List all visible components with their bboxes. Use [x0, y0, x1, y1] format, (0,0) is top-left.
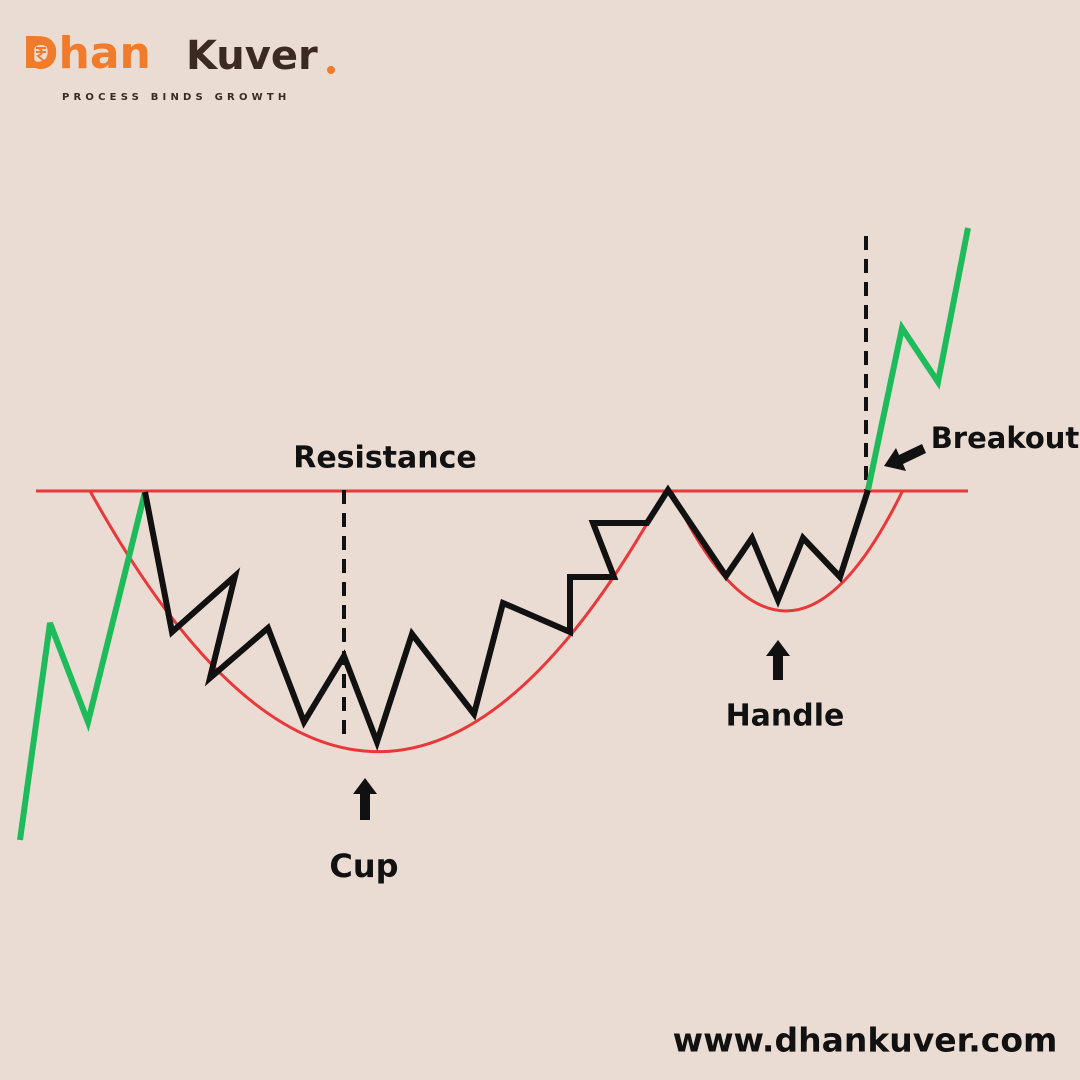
breakout-price-line [865, 227, 971, 491]
pattern-price-line [142, 484, 871, 751]
handle-label: Handle [726, 699, 845, 734]
website-url: www.dhankuver.com [673, 1021, 1058, 1060]
arrows [353, 444, 926, 820]
cup-label: Cup [329, 847, 398, 885]
handle-arrow [766, 640, 790, 680]
breakout-label: Breakout [931, 421, 1080, 455]
tagline: PROCESS BINDS GROWTH [62, 92, 290, 103]
uptrend-line [17, 491, 148, 841]
brand-first: Dhan [22, 28, 151, 79]
cup-arrow [353, 778, 377, 820]
handle-curve [670, 491, 904, 613]
breakout-arrow [884, 444, 926, 471]
resistance-label: Resistance [293, 441, 477, 476]
logo: Dhan Kuver PROCESS BINDS GROWTH [22, 28, 335, 103]
rupee-icon [36, 47, 46, 63]
brand-second: Kuver [186, 33, 318, 79]
brand-dot [327, 66, 335, 74]
